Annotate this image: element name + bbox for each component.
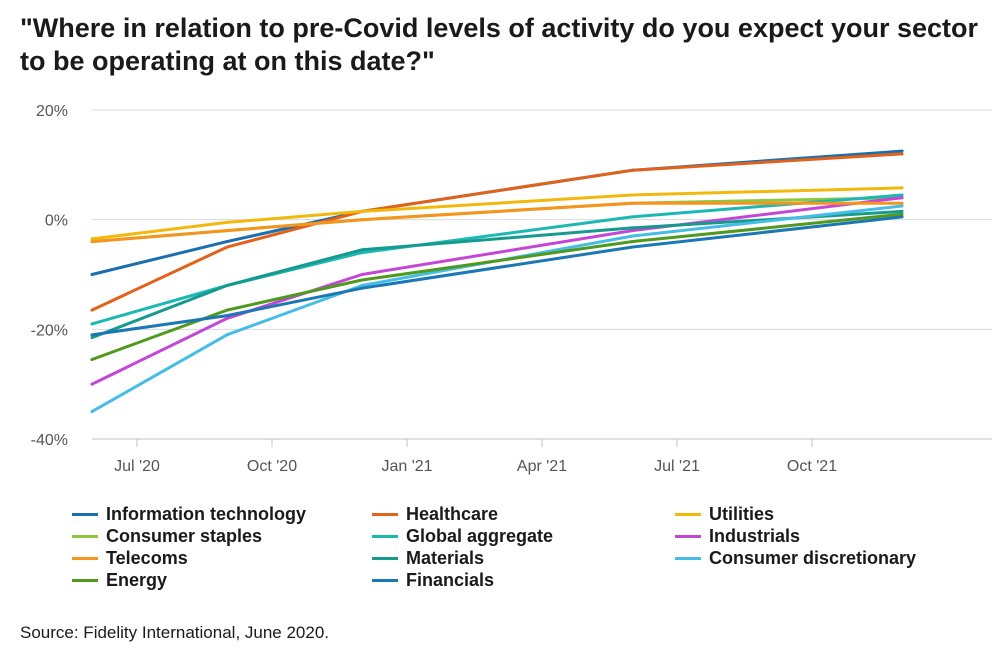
series-line-consumer-discretionary [90,204,904,414]
data-point-financials [900,215,904,219]
legend-label: Consumer staples [106,525,263,546]
legend-label: Healthcare [406,503,499,524]
x-tick-label: Apr '21 [517,458,567,475]
legend-item-industrials[interactable]: Industrials [675,525,800,547]
data-point-information-technology [225,240,229,244]
legend-item-healthcare[interactable]: Healthcare [372,503,498,525]
data-point-energy [225,308,229,312]
data-point-consumer-discretionary [630,234,634,238]
data-point-materials [900,209,904,213]
data-point-telecoms [225,229,229,233]
data-point-materials [360,248,364,252]
data-point-materials [630,226,634,230]
data-point-industrials [90,382,94,386]
legend-item-telecoms[interactable]: Telecoms [72,547,188,569]
data-point-financials [360,286,364,290]
legend-label: Consumer discretionary [709,547,917,568]
legend-swatch [675,534,701,538]
data-point-utilities [225,220,229,224]
data-point-energy [90,357,94,361]
data-point-healthcare [630,168,634,172]
legend-label: Energy [106,569,168,590]
data-point-financials [630,245,634,249]
data-point-materials [90,336,94,340]
axes: 20% 0% -20% -40% Jul '20 Oct '20 Jan '21 Apr '2… [31,103,992,475]
legend-swatch [675,512,701,516]
legend-label: Industrials [709,525,801,546]
data-point-healthcare [90,308,94,312]
data-point-information-technology [90,273,94,276]
data-point-materials [225,283,229,287]
source-note: Source: Fidelity International, June 202… [20,623,330,642]
legend-item-consumer-staples[interactable]: Consumer staples [72,525,262,547]
legend-item-energy[interactable]: Energy [72,569,167,591]
legend-item-information-technology[interactable]: Information technology [72,503,306,525]
legend-item-consumer-discretionary[interactable]: Consumer discretionary [675,547,916,569]
legend-swatch [372,534,398,538]
data-point-telecoms [630,201,634,205]
legend-item-utilities[interactable]: Utilities [675,503,774,525]
data-point-telecoms [900,201,904,205]
data-point-telecoms [90,240,94,244]
y-tick-label: -20% [31,322,68,339]
data-point-information-technology [900,149,904,153]
data-point-telecoms [360,218,364,222]
data-point-utilities [90,237,94,241]
legend-label: Information technology [106,503,306,524]
data-point-industrials [630,229,634,233]
data-point-consumer-discretionary [225,333,229,337]
x-tick-label: Jan '21 [381,458,432,475]
legend-swatch [372,512,398,516]
chart-title: "Where in relation to pre-Covid levels o… [20,13,979,76]
legend-swatch [72,556,98,560]
legend-item-materials[interactable]: Materials [372,547,484,569]
y-tick-label: -40% [31,432,68,449]
data-point-financials [225,314,229,318]
data-point-global-aggregate [900,193,904,197]
line-chart: 20% 0% -20% -40% Jul '20 Oct '20 Jan '21 Apr '2… [31,103,992,475]
data-point-global-aggregate [360,251,364,255]
data-point-financials [90,333,94,337]
data-point-utilities [360,209,364,213]
series-lines [90,149,904,414]
data-point-consumer-discretionary [90,410,94,414]
data-point-industrials [360,273,364,276]
data-point-consumer-discretionary [360,283,364,287]
legend-label: Global aggregate [406,525,554,546]
legend-label: Financials [406,569,495,590]
legend-label: Materials [406,547,485,568]
data-point-healthcare [900,152,904,156]
legend-item-global-aggregate[interactable]: Global aggregate [372,525,553,547]
data-point-global-aggregate [630,215,634,219]
x-tick-label: Oct '21 [787,458,837,475]
data-point-industrials [900,196,904,200]
data-point-energy [630,240,634,244]
data-point-consumer-discretionary [900,204,904,208]
legend-swatch [372,556,398,560]
legend-label: Telecoms [106,547,188,568]
x-tick-label: Jul '20 [114,458,160,475]
legend-label: Utilities [709,503,775,524]
data-point-energy [900,212,904,216]
legend-swatch [72,534,98,538]
data-point-industrials [225,316,229,320]
x-tick-label: Jul '21 [654,458,700,475]
data-point-energy [360,278,364,282]
data-point-utilities [900,186,904,190]
data-point-global-aggregate [90,322,94,326]
legend-item-financials[interactable]: Financials [372,569,494,591]
legend-swatch [72,512,98,516]
legend-swatch [372,578,398,582]
y-tick-label: 20% [36,103,68,120]
legend-swatch [675,556,701,560]
x-tick-label: Oct '20 [247,458,297,475]
data-point-utilities [630,193,634,197]
y-tick-label: 0% [45,213,68,230]
data-point-healthcare [225,245,229,249]
legend-swatch [72,578,98,582]
gridlines [92,109,992,440]
